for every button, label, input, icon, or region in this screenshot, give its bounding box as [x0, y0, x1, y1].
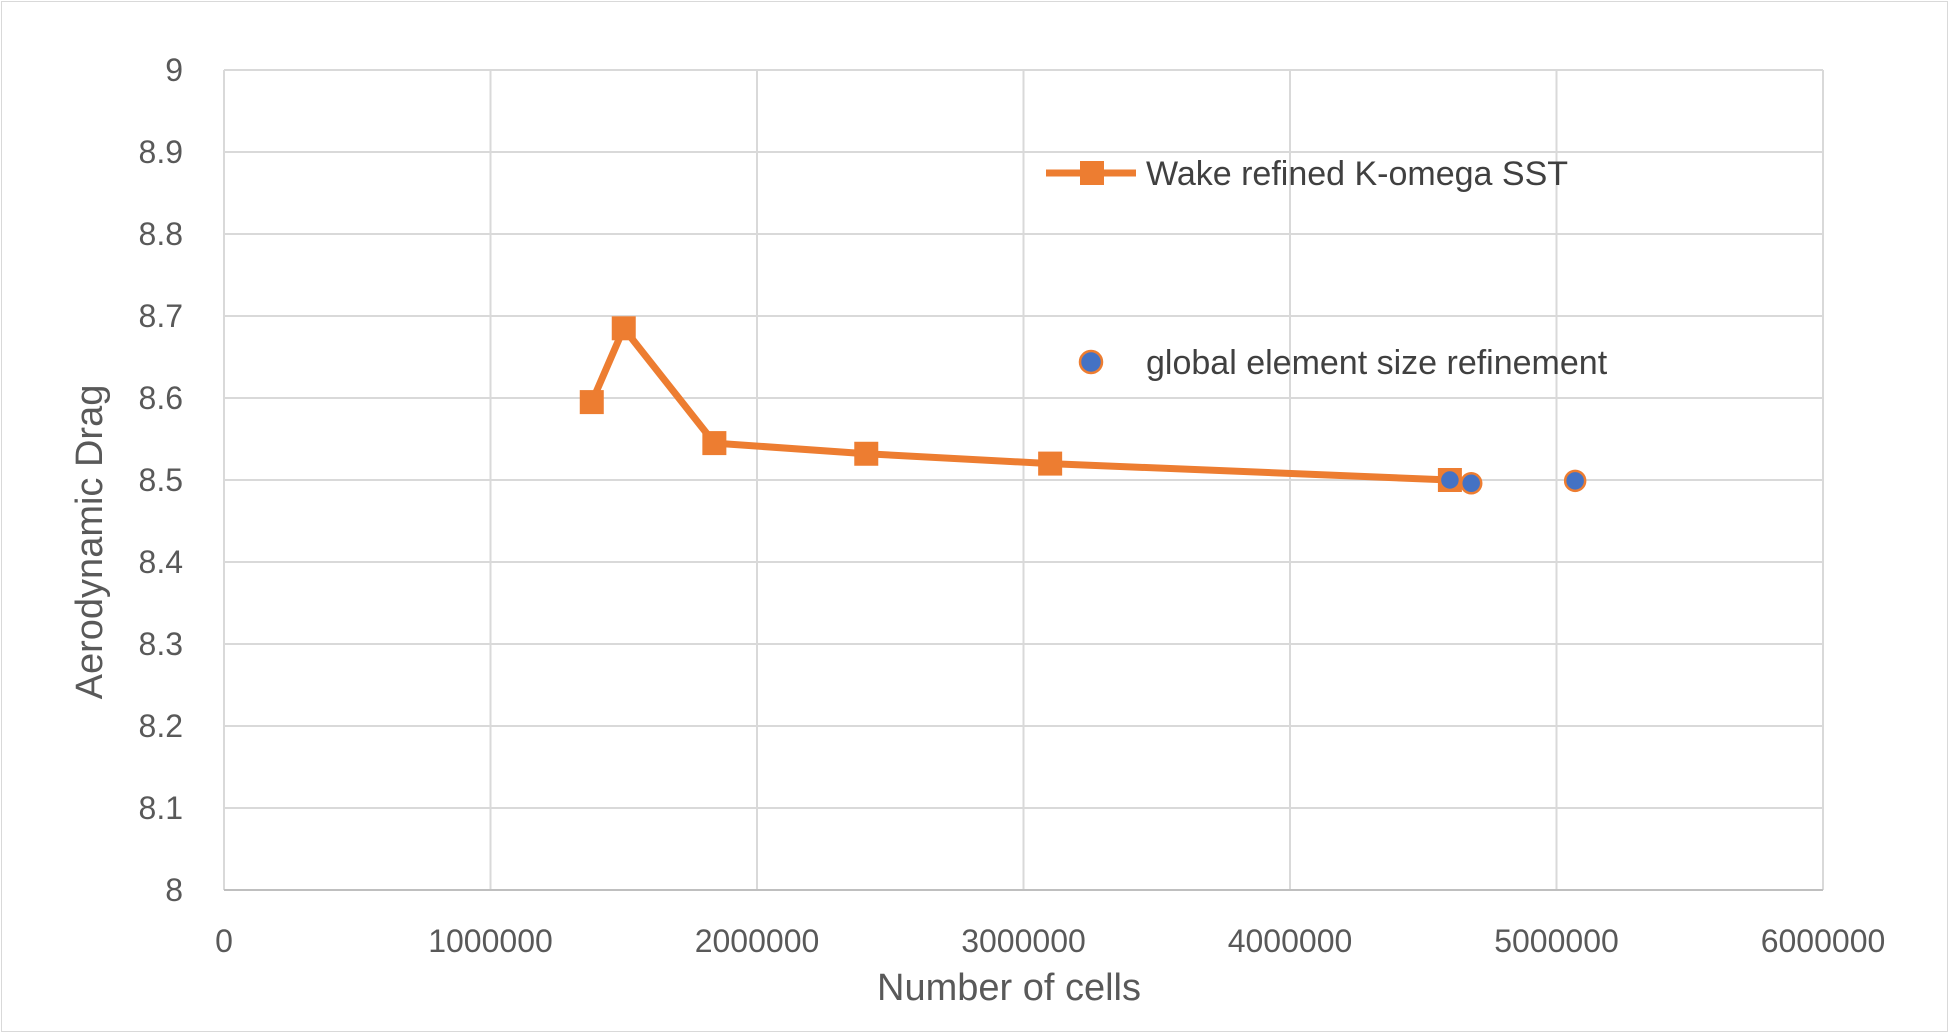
y-tick-label: 8.5: [139, 462, 183, 498]
x-tick-label: 1000000: [428, 923, 553, 959]
y-tick-label: 8.8: [139, 216, 183, 252]
y-tick-label: 8.7: [139, 298, 183, 334]
grid-lines: [224, 69, 1824, 890]
y-tick-label: 8.3: [139, 626, 183, 662]
legend-entry-wake-refined: Wake refined K-omega SST: [1046, 155, 1568, 193]
axes: [223, 70, 1823, 891]
x-tick-labels: 0 1000000 2000000 3000000 4000000 5000000 6000…: [215, 923, 1885, 959]
series-line-wake-refined: [588, 324, 1451, 484]
x-tick-label: 0: [215, 923, 233, 959]
legend: Wake refined K-omega SST global element …: [1046, 155, 1608, 382]
data-point-wake-refined: [854, 441, 879, 466]
data-series: [579, 316, 1587, 495]
y-tick-label: 8.6: [139, 380, 183, 416]
y-tick-label: 8.1: [139, 790, 183, 826]
x-tick-label: 5000000: [1494, 923, 1619, 959]
data-point-wake-refined: [702, 431, 727, 456]
legend-label-wake-refined: Wake refined K-omega SST: [1146, 155, 1568, 193]
x-tick-label: 4000000: [1228, 923, 1353, 959]
data-point-global-refinement: [1438, 468, 1462, 492]
data-point-wake-refined: [611, 316, 636, 341]
y-tick-label: 8.4: [139, 544, 183, 580]
legend-label-global-refinement: global element size refinement: [1146, 344, 1608, 382]
legend-square-marker: [1080, 161, 1104, 185]
y-tick-label: 9: [165, 52, 183, 88]
data-point-wake-refined: [579, 390, 604, 415]
data-point-global-refinement: [1459, 472, 1483, 495]
x-tick-label: 3000000: [961, 923, 1086, 959]
y-tick-label: 8.9: [139, 134, 183, 170]
y-axis-title: Aerodynamic Drag: [69, 385, 111, 700]
legend-circle-marker: [1078, 349, 1104, 375]
data-point-global-refinement: [1563, 469, 1587, 493]
y-tick-label: 8: [165, 872, 183, 908]
x-tick-label: 2000000: [695, 923, 820, 959]
y-tick-label: 8.2: [139, 708, 183, 744]
x-tick-label: 6000000: [1761, 923, 1886, 959]
y-tick-labels: 8 8.1 8.2 8.3 8.4 8.5 8.6 8.7 8.8 8.9 9: [139, 52, 183, 908]
data-point-wake-refined: [1038, 451, 1063, 476]
legend-entry-global-refinement: global element size refinement: [1078, 344, 1608, 382]
x-axis-title: Number of cells: [877, 967, 1141, 1009]
